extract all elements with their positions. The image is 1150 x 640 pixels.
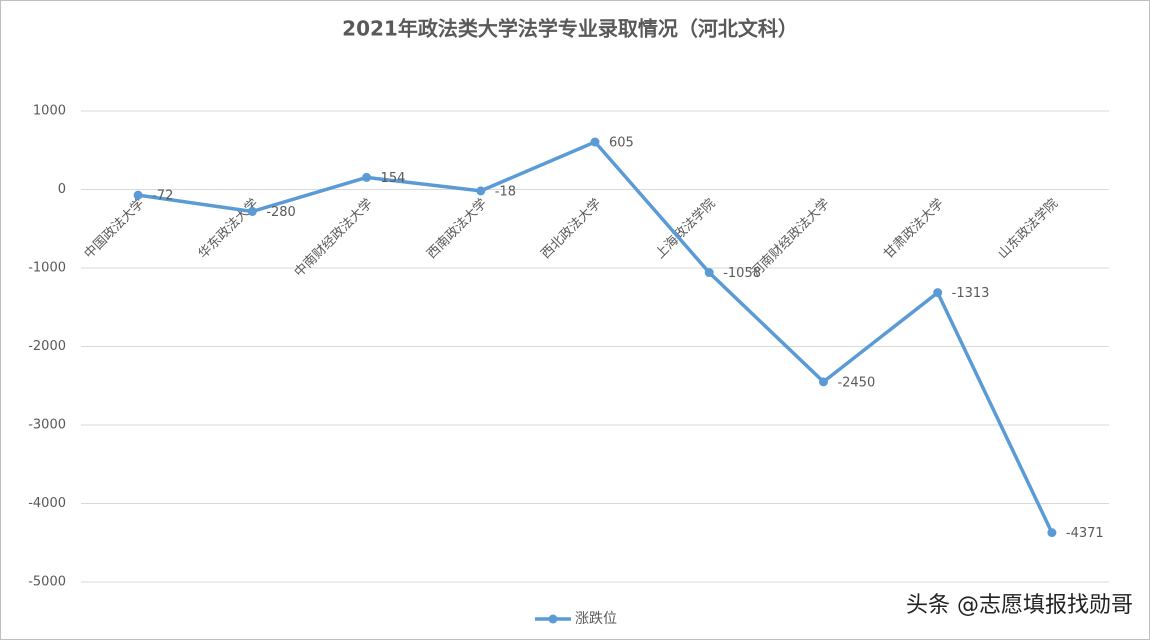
legend-label: 涨跌位 xyxy=(575,611,617,627)
data-point xyxy=(818,377,828,387)
data-label: -2450 xyxy=(837,375,875,390)
y-tick-label: -4000 xyxy=(28,496,66,511)
data-point xyxy=(476,186,486,196)
data-label: -72 xyxy=(152,189,173,204)
data-point xyxy=(1047,528,1057,538)
data-label: -280 xyxy=(266,205,296,220)
data-label: -1058 xyxy=(723,266,761,281)
data-point xyxy=(933,288,943,298)
data-point xyxy=(704,268,714,278)
y-tick-label: -2000 xyxy=(28,339,66,354)
data-point xyxy=(590,137,600,147)
chart-title: 2021年政法类大学法学专业录取情况（河北文科） xyxy=(342,17,798,41)
watermark: 头条 @志愿填报找勋哥 xyxy=(906,593,1133,618)
data-point xyxy=(133,190,143,200)
data-label: -1313 xyxy=(952,286,990,301)
data-point xyxy=(362,172,372,182)
data-label: 154 xyxy=(381,171,406,186)
legend-marker xyxy=(548,614,558,624)
data-point xyxy=(247,206,257,216)
y-tick-label: -1000 xyxy=(28,261,66,276)
y-tick-label: -3000 xyxy=(28,418,66,433)
y-tick-label: 0 xyxy=(58,182,66,197)
data-label: 605 xyxy=(609,136,634,151)
y-tick-label: 1000 xyxy=(33,104,66,119)
y-tick-label: -5000 xyxy=(28,575,66,590)
data-label: -18 xyxy=(495,184,516,199)
data-label: -4371 xyxy=(1066,526,1104,541)
